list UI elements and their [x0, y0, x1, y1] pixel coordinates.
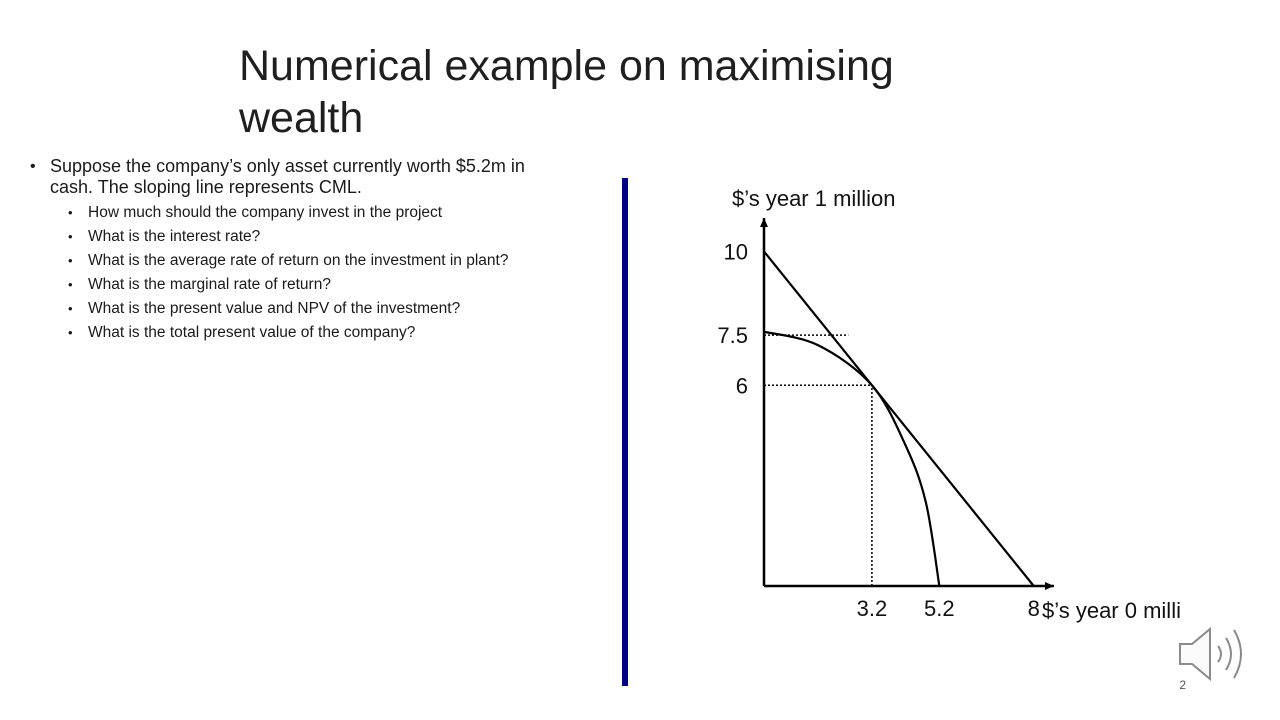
sub-bullet-interest: What is the interest rate? — [68, 228, 550, 246]
sub-bullet-total-pv: What is the total present value of the c… — [68, 324, 550, 342]
x-tick-label-5-2: 5.2 — [924, 596, 955, 621]
cml-line — [763, 250, 1035, 587]
investment-curve — [763, 330, 941, 587]
page-number: 2 — [1179, 678, 1186, 692]
x-axis-arrow — [1045, 582, 1054, 590]
x-tick-label-8: 8 — [1028, 596, 1040, 621]
cml-chart: 10 7.5 6 3.2 5.2 8 $’s year 1 million $’s year … — [717, 186, 1180, 623]
sub-bullet-npv: What is the present value and NPV of the… — [68, 300, 550, 318]
y-tick-label-7-5: 7.5 — [717, 323, 748, 348]
sub-bullet-average-return: What is the average rate of return on th… — [68, 252, 550, 270]
sub-bullet-marginal-return: What is the marginal rate of return? — [68, 276, 550, 294]
y-tick-label-6: 6 — [736, 373, 748, 398]
y-axis-arrow — [760, 218, 768, 227]
main-bullet: Suppose the company’s only asset current… — [30, 156, 550, 198]
y-tick-label-10: 10 — [724, 239, 748, 264]
x-axis-label: $’s year 0 million — [1042, 598, 1180, 623]
y-axis-label: $’s year 1 million — [732, 186, 895, 211]
sub-bullet-list: How much should the company invest in th… — [30, 204, 550, 342]
sub-bullet-invest: How much should the company invest in th… — [68, 204, 550, 222]
slide-content: Suppose the company’s only asset current… — [30, 156, 550, 348]
speaker-icon[interactable] — [1176, 624, 1248, 689]
x-tick-label-3-2: 3.2 — [857, 596, 888, 621]
slide-title: Numerical example on maximising wealth — [239, 42, 894, 142]
vertical-divider — [622, 178, 628, 686]
